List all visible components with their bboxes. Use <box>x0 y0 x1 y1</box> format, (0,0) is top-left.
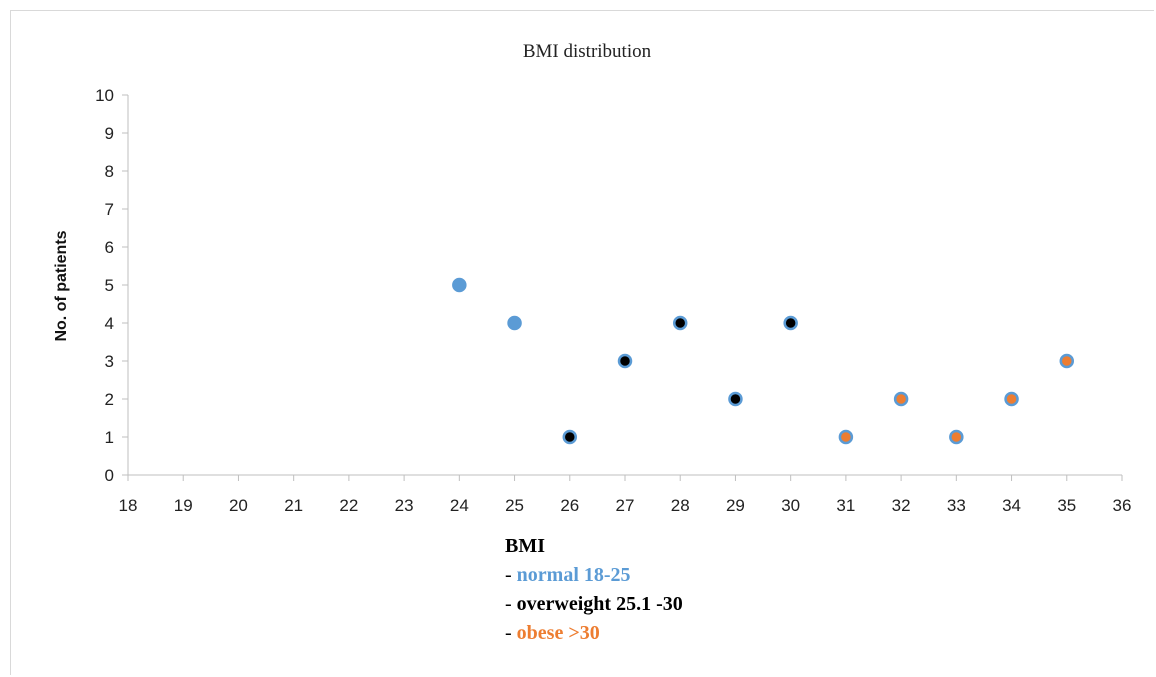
legend-item-label: overweight 25.1 -30 <box>516 593 683 615</box>
y-tick-label: 1 <box>105 428 114 447</box>
chart-title: BMI distribution <box>523 41 652 62</box>
y-axis-label: No. of patients <box>53 230 70 341</box>
x-tick-label: 24 <box>450 496 469 515</box>
x-tick-label: 32 <box>892 496 911 515</box>
y-tick-label: 7 <box>105 200 114 219</box>
x-tick-label: 35 <box>1057 496 1076 515</box>
data-point <box>949 429 964 445</box>
data-point <box>562 429 578 445</box>
y-tick-label: 2 <box>105 390 114 409</box>
legend-item-overweight: - overweight 25.1 -30 <box>505 590 683 619</box>
y-tick-label: 0 <box>105 466 114 485</box>
legend-item-prefix: - <box>505 564 517 586</box>
data-point <box>728 391 743 407</box>
y-tick-label: 10 <box>95 86 114 105</box>
x-tick-label: 29 <box>726 496 745 515</box>
x-tick-label: 28 <box>671 496 690 515</box>
data-point <box>838 429 854 445</box>
y-tick-labels: 0 1 2 3 4 5 6 7 8 9 10 <box>95 86 114 485</box>
y-tick-label: 5 <box>105 276 114 295</box>
legend-item-label: normal 18-25 <box>516 564 631 586</box>
x-tick-label: 27 <box>616 496 635 515</box>
x-tick-label: 20 <box>229 496 248 515</box>
y-tick-label: 9 <box>105 124 114 143</box>
data-point <box>1004 391 1019 407</box>
legend: BMI - normal 18-25 - overweight 25.1 -30… <box>505 532 683 648</box>
x-tick-label: 31 <box>836 496 855 515</box>
data-point <box>1059 353 1075 369</box>
legend-item-prefix: - <box>505 622 517 644</box>
data-point <box>672 315 688 331</box>
x-tick-label: 33 <box>947 496 966 515</box>
legend-item-label: obese >30 <box>516 622 600 644</box>
x-tick-label: 19 <box>174 496 193 515</box>
y-tick-label: 8 <box>105 162 114 181</box>
x-tick-label: 18 <box>119 496 138 515</box>
y-tick-label: 4 <box>105 314 114 333</box>
data-points <box>452 277 1075 445</box>
data-point <box>893 391 909 407</box>
legend-item-normal: - normal 18-25 <box>505 561 683 590</box>
x-tick-label: 26 <box>560 496 579 515</box>
x-tick-label: 30 <box>781 496 800 515</box>
x-tick-label: 25 <box>505 496 524 515</box>
y-tick-label: 3 <box>105 352 114 371</box>
x-tick-label: 23 <box>395 496 414 515</box>
data-point <box>617 353 633 369</box>
x-tick-labels: 18 19 20 21 22 23 24 25 26 27 28 29 30 31 32 33 34 35 36 <box>119 496 1132 515</box>
legend-title: BMI <box>505 535 545 557</box>
axes <box>122 94 1123 481</box>
data-point <box>507 315 522 331</box>
legend-item-obese: - obese >30 <box>505 619 683 648</box>
data-point <box>452 277 467 293</box>
legend-item-prefix: - <box>505 593 517 615</box>
chart-frame <box>10 10 1154 675</box>
x-tick-label: 22 <box>339 496 358 515</box>
y-tick-label: 6 <box>105 238 114 257</box>
x-tick-label: 21 <box>284 496 303 515</box>
x-tick-label: 36 <box>1113 496 1132 515</box>
data-point <box>783 315 798 331</box>
x-tick-label: 34 <box>1002 496 1021 515</box>
